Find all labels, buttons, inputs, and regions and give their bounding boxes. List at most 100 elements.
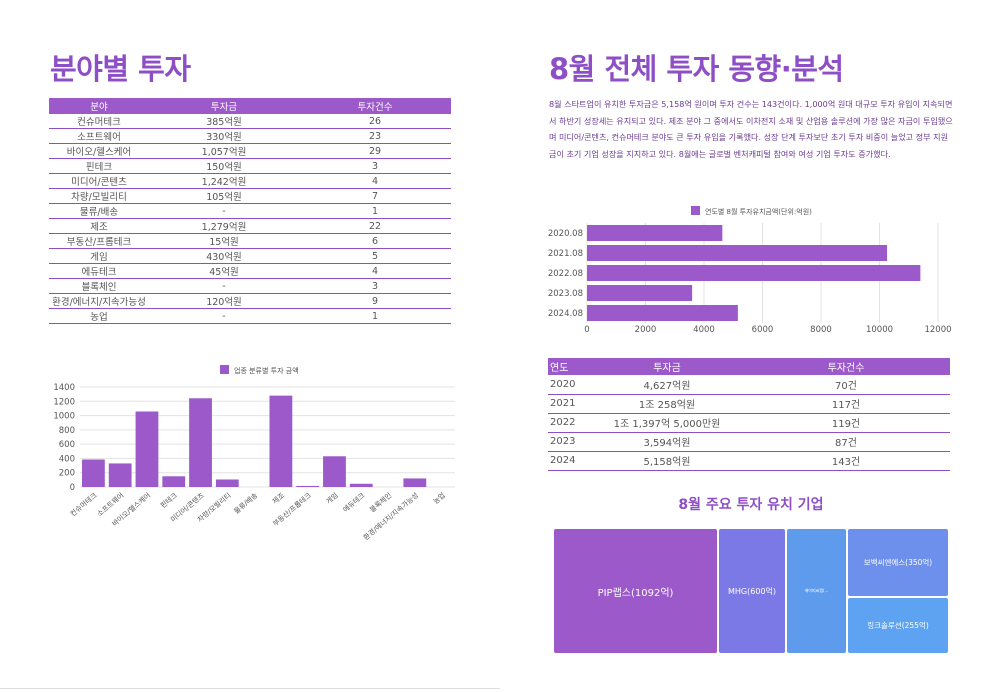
year-cell: 2023	[548, 432, 592, 452]
bar	[162, 476, 186, 487]
legend-label: 연도별 8월 투자유치금액(단위:억원)	[705, 207, 812, 216]
treemap-title: 8월 주요 투자 유치 기업	[678, 497, 824, 513]
x-tick-label: 컨슈머테크	[68, 490, 99, 518]
sector-cell: 45억원	[149, 263, 299, 280]
sector-cell: 150억원	[149, 158, 299, 175]
sector-cell: 9	[299, 293, 451, 310]
table-row: 차량/모빌리티 105억원 7	[49, 188, 451, 205]
x-tick-label: 0	[584, 325, 589, 335]
treemap-tile: PIP랩스(1092억)	[554, 529, 717, 653]
year-header-cell: 투자금	[592, 358, 742, 375]
sector-cell: 1,057억원	[149, 143, 299, 160]
year-cell: 117건	[742, 394, 950, 414]
bar	[323, 456, 346, 487]
y-tick-label: 2021.08	[548, 249, 583, 259]
sector-cell: 3	[299, 158, 451, 175]
treemap-tile: 링크솔루션(255억)	[848, 598, 948, 653]
year-cell: 143건	[742, 451, 950, 471]
x-tick-label: 농업	[432, 491, 447, 505]
y-tick-label: 200	[59, 469, 75, 479]
sector-cell: 농업	[49, 308, 149, 325]
bar	[403, 478, 427, 487]
table-row: 환경/에너지/지속가능성 120억원 9	[49, 293, 451, 310]
sector-cell: 4	[299, 173, 451, 190]
sector-cell: 게임	[49, 248, 149, 265]
sector-cell: 29	[299, 143, 451, 160]
year-header-cell: 투자건수	[742, 358, 950, 375]
table-row: 바이오/헬스케어 1,057억원 29	[49, 143, 451, 160]
treemap-tile: MHG(600억)	[719, 529, 785, 653]
page-title-left: 분야별 투자	[50, 52, 191, 86]
sector-cell: 105억원	[149, 188, 299, 205]
sector-cell: 3	[299, 278, 451, 295]
year-cell: 70건	[742, 375, 950, 395]
sector-cell: 차량/모빌리티	[49, 188, 149, 205]
sector-cell: 핀테크	[49, 158, 149, 175]
year-cell: 1조 258억원	[592, 394, 742, 414]
year-cell: 2022	[548, 413, 592, 433]
sector-header-cell: 투자금	[149, 98, 299, 114]
table-row: 2020 4,627억원 70건	[548, 375, 950, 395]
table-row: 게임 430억원 5	[49, 248, 451, 265]
sector-cell: 15억원	[149, 233, 299, 250]
sector-cell: 1	[299, 308, 451, 325]
y-tick-label: 2024.08	[548, 309, 583, 319]
sector-cell: 430억원	[149, 248, 299, 265]
y-tick-label: 1200	[53, 397, 75, 407]
x-tick-label: 6000	[752, 325, 774, 335]
y-tick-label: 600	[59, 440, 75, 450]
x-tick-label: 4000	[693, 325, 715, 335]
year-cell: 119건	[742, 413, 950, 433]
bar	[587, 225, 723, 241]
year-bar-chart: 연도별 8월 투자유치금액(단위:억원) 0 2000 4000 6000 8000 100…	[548, 206, 952, 335]
x-tick-label: 제조	[271, 491, 286, 506]
year-cell: 5,158억원	[592, 451, 742, 471]
year-investment-table: 연도 투자금 투자건수 2020 4,627억원 70건 2021 1조 258억원 117건…	[548, 358, 950, 471]
year-cell: 2024	[548, 451, 592, 471]
table-row: 2023 3,594억원 87건	[548, 432, 950, 452]
sector-cell: 330억원	[149, 128, 299, 145]
sector-cell: 26	[299, 114, 451, 130]
sector-cell: 물류/배송	[49, 203, 149, 220]
year-cell: 1조 1,397억 5,000만원	[592, 413, 742, 433]
bar	[349, 483, 373, 487]
y-tick-label: 400	[59, 454, 75, 464]
table-row: 농업 -1	[49, 308, 451, 325]
sector-investment-table: 분야 투자금 투자건수 컨슈머테크 385억원 26 소프트웨어 330억원 23 바이오/헬스…	[49, 98, 451, 325]
year-cell: 2021	[548, 394, 592, 414]
sector-cell: 미디어/콘텐츠	[49, 173, 149, 190]
bar	[189, 398, 212, 487]
sector-cell: 120억원	[149, 293, 299, 310]
sector-cell: 1,279억원	[149, 218, 299, 235]
y-tick-label: 1400	[53, 383, 75, 393]
bar	[587, 265, 921, 281]
sector-cell: 제조	[49, 218, 149, 235]
treemap-tile: 에이피씨랩(...	[787, 529, 846, 653]
y-tick-label: 2020.08	[548, 229, 583, 239]
table-row: 미디어/콘텐츠 1,242억원 4	[49, 173, 451, 190]
sector-cell: -	[149, 278, 299, 295]
sector-bar-chart: 업종 분류별 투자 금액 0 200 400 600 800 1000 1200 1400 컨슈머…	[53, 365, 455, 542]
year-cell: 87건	[742, 432, 950, 452]
bar	[296, 485, 320, 487]
x-tick-label: 8000	[810, 325, 832, 335]
bar	[587, 285, 693, 301]
treemap-tile: 보백씨엔에스(350억)	[848, 529, 948, 596]
sector-cell: 6	[299, 233, 451, 250]
y-tick-label: 2022.08	[548, 269, 583, 279]
x-tick-label: 12000	[924, 325, 951, 335]
year-cell: 2020	[548, 375, 592, 395]
bar	[108, 463, 132, 487]
y-tick-label: 0	[70, 483, 75, 493]
sector-cell: 385억원	[149, 114, 299, 130]
analysis-paragraph: 8월 스타트업이 유치한 투자금은 5,158억 원이며 투자 건수는 143건…	[549, 99, 953, 159]
x-tick-label: 핀테크	[158, 490, 179, 510]
x-tick-label: 게임	[324, 491, 340, 506]
bar	[82, 459, 105, 487]
sector-cell: 1	[299, 203, 451, 220]
x-tick-label: 물류/배송	[232, 490, 260, 515]
sector-cell: 22	[299, 218, 451, 235]
sector-cell: 4	[299, 263, 451, 280]
table-row: 제조 1,279억원 22	[49, 218, 451, 235]
table-row: 물류/배송 -1	[49, 203, 451, 220]
